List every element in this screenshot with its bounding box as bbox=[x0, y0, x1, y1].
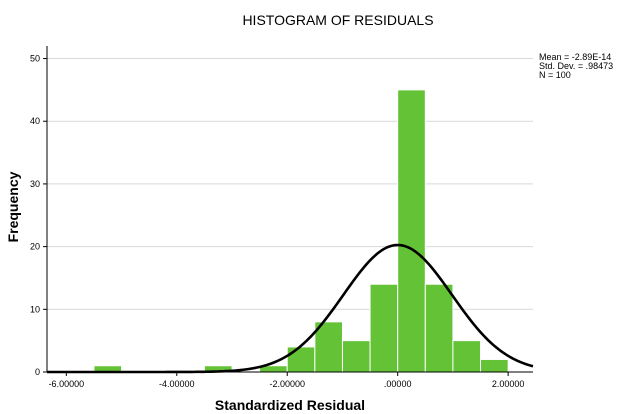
y-tick-label-30: 30 bbox=[30, 179, 40, 189]
x-tick-label--2: -2.00000 bbox=[269, 379, 305, 389]
axes bbox=[46, 46, 533, 373]
x-tick-label-0: .00000 bbox=[384, 379, 412, 389]
n-stat: N = 100 bbox=[539, 70, 571, 80]
y-tick-label-0: 0 bbox=[35, 367, 40, 377]
histogram-bar-5 bbox=[341, 340, 371, 373]
x-tick-label--6: -6.00000 bbox=[49, 379, 85, 389]
chart-title: HISTOGRAM OF RESIDUALS bbox=[242, 12, 433, 28]
x-tick-label--4: -4.00000 bbox=[159, 379, 195, 389]
std-dev-stat: Std. Dev. = .98473 bbox=[539, 61, 613, 71]
histogram-bar-3 bbox=[286, 346, 316, 373]
y-tick-label-50: 50 bbox=[30, 54, 40, 64]
x-tick-label-2: 2.00000 bbox=[492, 379, 525, 389]
histogram-bar-6 bbox=[369, 283, 399, 373]
y-tick-label-40: 40 bbox=[30, 116, 40, 126]
y-axis-label: Frequency bbox=[5, 171, 21, 242]
x-axis-label: Standardized Residual bbox=[215, 397, 365, 413]
y-tick-label-10: 10 bbox=[30, 304, 40, 314]
x-axis-ticks: -6.00000 -4.00000 -2.00000 .00000 2.00000 bbox=[49, 372, 525, 389]
histogram-bar-9 bbox=[452, 340, 482, 373]
y-axis-ticks: 0 10 20 30 40 50 bbox=[30, 54, 47, 377]
histogram-bar-10 bbox=[480, 358, 509, 373]
y-tick-label-20: 20 bbox=[30, 242, 40, 252]
mean-stat: Mean = -2.89E-14 bbox=[539, 52, 611, 62]
histogram-bar-7 bbox=[397, 89, 426, 373]
histogram-bar-8 bbox=[424, 283, 454, 373]
